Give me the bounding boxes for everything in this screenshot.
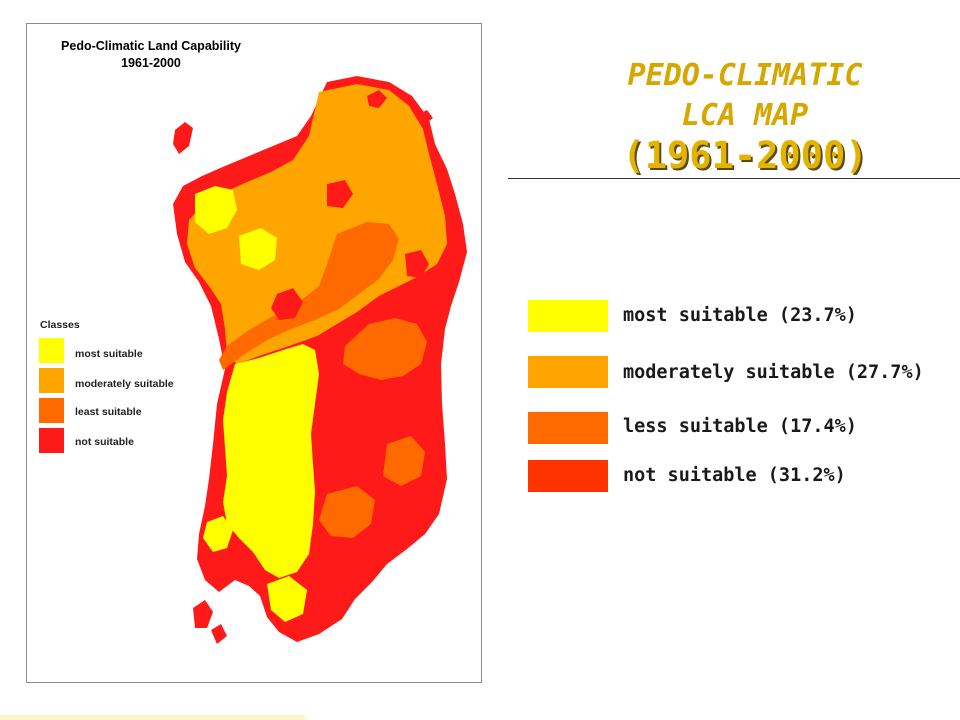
region-most-suitable-sw: [203, 516, 233, 552]
legend-label-most-suitable: most suitable: [75, 348, 143, 360]
legend-swatch-least-suitable: [39, 398, 64, 423]
slide-title-line3: (1961-2000): [560, 136, 930, 179]
slide-title-line1: PEDO-CLIMATIC: [627, 58, 863, 93]
key-swatch-most-suitable: [528, 300, 608, 332]
region-least-suitable-south: [319, 486, 375, 538]
map-title-line2: 1961-2000: [121, 56, 181, 70]
key-label-not-suitable: not suitable (31.2%): [623, 465, 846, 486]
legend-swatch-most-suitable: [39, 338, 64, 363]
island-north-1: [367, 90, 387, 108]
footer-strip: [0, 715, 305, 720]
island-asinara: [173, 122, 193, 154]
slide-title-line2: LCA MAP: [681, 98, 809, 133]
region-not-suitable-patch-3: [405, 250, 429, 278]
key-swatch-not-suitable: [528, 460, 608, 492]
slide-title-years: (1961-2000): [622, 134, 868, 177]
title-divider: [508, 178, 960, 179]
key-swatch-less-suitable: [528, 412, 608, 444]
region-least-suitable-se: [383, 436, 425, 486]
map-title: Pedo-Climatic Land Capability 1961-2000: [27, 38, 275, 72]
legend-label-not-suitable: not suitable: [75, 436, 134, 448]
island-north-2: [419, 110, 433, 124]
legend-heading: Classes: [40, 319, 80, 331]
key-label-moderately-suitable: moderately suitable (27.7%): [623, 362, 924, 383]
key-label-less-suitable: less suitable (17.4%): [623, 416, 857, 437]
map-panel: Pedo-Climatic Land Capability 1961-2000 …: [26, 23, 482, 683]
island-sw-2: [211, 624, 227, 644]
legend-label-least-suitable: least suitable: [75, 406, 142, 418]
legend-swatch-moderately-suitable: [39, 368, 64, 393]
region-least-suitable-east: [343, 318, 427, 380]
region-moderately-suitable: [187, 84, 447, 364]
sardinia-map: [173, 76, 467, 644]
key-label-most-suitable: most suitable (23.7%): [623, 305, 857, 326]
region-most-suitable-plain: [223, 344, 319, 578]
map-title-line1: Pedo-Climatic Land Capability: [61, 39, 241, 53]
region-most-suitable-south: [267, 576, 307, 622]
region-not-suitable-patch-2: [327, 180, 353, 208]
key-swatch-moderately-suitable: [528, 356, 608, 388]
legend-label-moderately-suitable: moderately suitable: [75, 378, 174, 390]
region-most-suitable-nw: [239, 228, 277, 270]
legend-swatch-not-suitable: [39, 428, 64, 453]
region-not-suitable-patch-1: [271, 288, 303, 320]
island-sw: [193, 600, 213, 628]
region-most-suitable-north: [195, 186, 237, 234]
region-least-suitable-central: [219, 222, 399, 370]
